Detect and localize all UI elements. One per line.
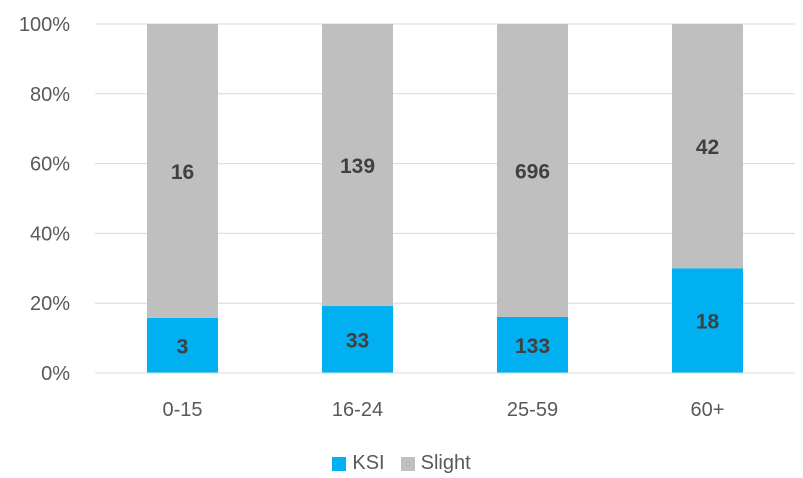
y-tick-label: 0% <box>41 363 70 385</box>
data-label: 696 <box>515 161 550 184</box>
data-label: 18 <box>696 311 720 334</box>
y-tick-label: 80% <box>30 84 70 106</box>
x-tick-label: 16-24 <box>332 399 383 421</box>
legend: KSI Slight <box>0 452 803 475</box>
chart-plot-area: 0% 20% 40% 60% 80% 100% 3 16 0-15 33 139 16-24 133 69… <box>19 14 795 421</box>
bar-slight-0-15 <box>147 24 218 318</box>
bar-ksi-25-59 <box>497 317 568 373</box>
bar-ksi-0-15 <box>147 317 218 373</box>
y-tick-label: 100% <box>19 14 70 36</box>
legend-item-slight: Slight <box>400 452 471 475</box>
y-tick-label: 40% <box>30 223 70 245</box>
x-tick-label: 25-59 <box>507 399 558 421</box>
legend-swatch-ksi <box>332 456 347 471</box>
data-label: 3 <box>177 335 189 358</box>
x-tick-label: 0-15 <box>162 399 202 421</box>
bar-slight-16-24 <box>322 24 393 307</box>
data-label: 139 <box>340 155 375 178</box>
data-label: 33 <box>346 330 369 353</box>
bar-slight-25-59 <box>497 24 568 318</box>
x-tick-label: 60+ <box>691 399 725 421</box>
bar-ksi-16-24 <box>322 306 393 373</box>
data-label: 42 <box>696 136 719 159</box>
bar-ksi-60+ <box>672 268 743 373</box>
legend-swatch-slight <box>400 456 415 471</box>
data-label: 16 <box>171 161 194 184</box>
bar-slight-60+ <box>672 24 743 269</box>
y-tick-label: 20% <box>30 293 70 315</box>
legend-label-ksi: KSI <box>352 452 385 474</box>
data-label: 133 <box>515 335 550 358</box>
legend-item-ksi: KSI <box>332 452 385 475</box>
legend-label-slight: Slight <box>420 452 471 474</box>
y-tick-label: 60% <box>30 154 70 176</box>
